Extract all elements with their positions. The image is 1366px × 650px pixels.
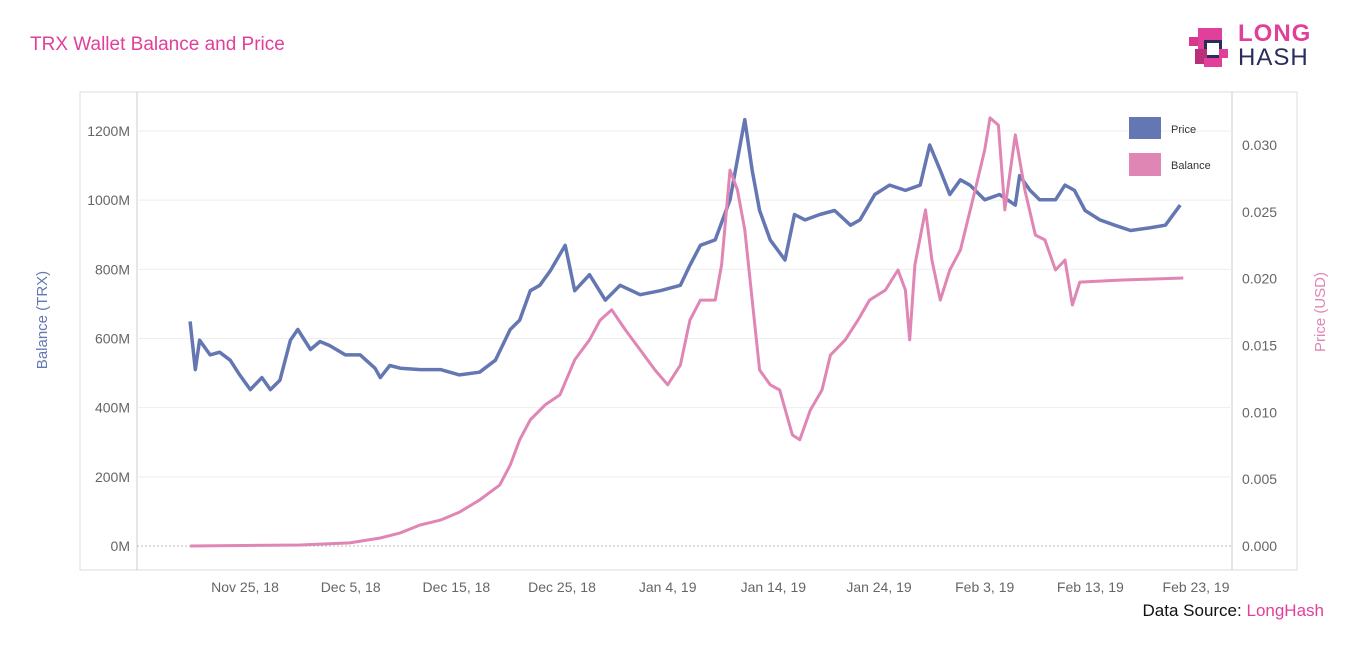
- legend: Price Balance: [1129, 117, 1211, 176]
- legend-label-balance: Balance: [1171, 160, 1211, 172]
- right-tick-label: 0.010: [1242, 404, 1277, 420]
- left-tick-label: 800M: [95, 261, 130, 277]
- x-tick-label: Nov 25, 18: [211, 579, 279, 595]
- x-tick-label: Dec 15, 18: [422, 579, 490, 595]
- plot-border: [79, 91, 1298, 571]
- left-tick-label: 0M: [111, 538, 130, 554]
- dino-mascot-icon: [1189, 28, 1228, 67]
- longhash-logo: LONG HASH: [1186, 20, 1310, 72]
- x-tick-label: Jan 24, 19: [846, 579, 912, 595]
- left-tick-label: 1200M: [87, 123, 130, 139]
- left-tick-label: 1000M: [87, 192, 130, 208]
- x-tick-label: Dec 25, 18: [528, 579, 596, 595]
- right-tick-label: 0.025: [1242, 204, 1277, 220]
- left-tick-label: 400M: [95, 400, 130, 416]
- right-tick-label: 0.000: [1242, 538, 1277, 554]
- left-axis-label: Balance (TRX): [34, 271, 51, 369]
- right-axis-label: Price (USD): [1312, 272, 1329, 352]
- data-source: Data Source: LongHash: [1142, 601, 1324, 620]
- x-tick-label: Jan 4, 19: [639, 579, 697, 595]
- right-tick-label: 0.020: [1242, 271, 1277, 287]
- data-source-link: LongHash: [1246, 601, 1324, 620]
- x-tick-label: Feb 23, 19: [1163, 579, 1230, 595]
- legend-swatch-balance: [1129, 153, 1161, 176]
- x-tick-label: Feb 13, 19: [1057, 579, 1124, 595]
- series-line-price: [188, 117, 1182, 392]
- x-tick-label: Feb 3, 19: [955, 579, 1014, 595]
- right-tick-label: 0.030: [1242, 137, 1277, 153]
- x-tick-label: Dec 5, 18: [321, 579, 381, 595]
- left-tick-label: 600M: [95, 331, 130, 347]
- chart-title: TRX Wallet Balance and Price: [30, 34, 285, 55]
- right-tick-label: 0.005: [1242, 471, 1277, 487]
- legend-label-price: Price: [1171, 124, 1196, 136]
- legend-swatch-price: [1129, 117, 1161, 139]
- x-tick-label: Jan 14, 19: [741, 579, 807, 595]
- left-tick-label: 200M: [95, 469, 130, 485]
- series-line-balance: [190, 116, 1184, 548]
- right-tick-label: 0.015: [1242, 338, 1277, 354]
